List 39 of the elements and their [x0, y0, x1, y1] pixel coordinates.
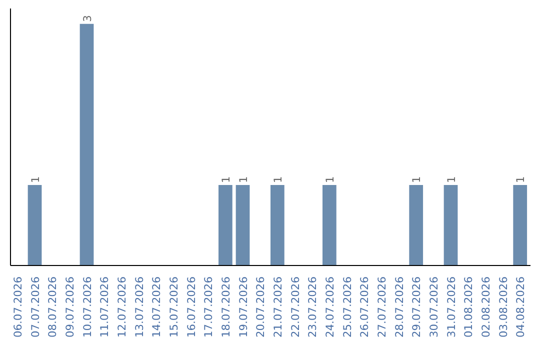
x-tick-label: 07.07.2026 — [28, 276, 42, 338]
x-tick-label: 28.07.2026 — [392, 276, 406, 338]
data-label: 1 — [28, 176, 42, 183]
x-tick-label: 10.07.2026 — [80, 276, 94, 338]
x-tick-label: 23.07.2026 — [306, 276, 320, 338]
x-tick-label: 31.07.2026 — [444, 276, 458, 338]
x-tick-label: 08.07.2026 — [46, 276, 60, 338]
data-label: 3 — [80, 15, 94, 22]
data-label: 1 — [323, 176, 336, 183]
x-tick-label: 21.07.2026 — [271, 276, 284, 338]
x-tick-label: 02.08.2026 — [479, 276, 492, 338]
data-label: 1 — [410, 176, 424, 183]
data-label: 1 — [271, 176, 284, 183]
x-tick-label: 12.07.2026 — [115, 276, 128, 338]
x-tick-label: 18.07.2026 — [219, 276, 232, 338]
x-tick-label: 13.07.2026 — [132, 276, 146, 338]
data-label: 1 — [514, 176, 528, 183]
x-tick-label: 15.07.2026 — [167, 276, 180, 338]
x-tick-label: 17.07.2026 — [202, 276, 216, 338]
x-tick-label: 16.07.2026 — [184, 276, 198, 338]
x-tick-label: 11.07.2026 — [98, 276, 112, 338]
x-tick-label: 19.07.2026 — [236, 276, 250, 338]
x-tick-label: 29.07.2026 — [410, 276, 424, 338]
x-tick-label: 22.07.2026 — [288, 276, 302, 338]
x-tick-label: 14.07.2026 — [150, 276, 164, 338]
x-tick-label: 04.08.2026 — [514, 276, 528, 338]
x-tick-label: 25.07.2026 — [340, 276, 354, 338]
data-label: 1 — [236, 176, 250, 183]
x-tick-label: 01.08.2026 — [462, 276, 476, 338]
x-tick-label: 06.07.2026 — [11, 276, 24, 338]
data-label: 1 — [444, 176, 458, 183]
x-tick-label: 09.07.2026 — [63, 276, 76, 338]
x-tick-label: 26.07.2026 — [358, 276, 372, 338]
x-tick-label: 24.07.2026 — [323, 276, 336, 338]
data-label: 1 — [219, 176, 232, 183]
x-tick-label: 27.07.2026 — [375, 276, 388, 338]
x-tick-label: 20.07.2026 — [254, 276, 268, 338]
x-tick-label: 03.08.2026 — [496, 276, 510, 338]
x-tick-label: 30.07.2026 — [427, 276, 440, 338]
